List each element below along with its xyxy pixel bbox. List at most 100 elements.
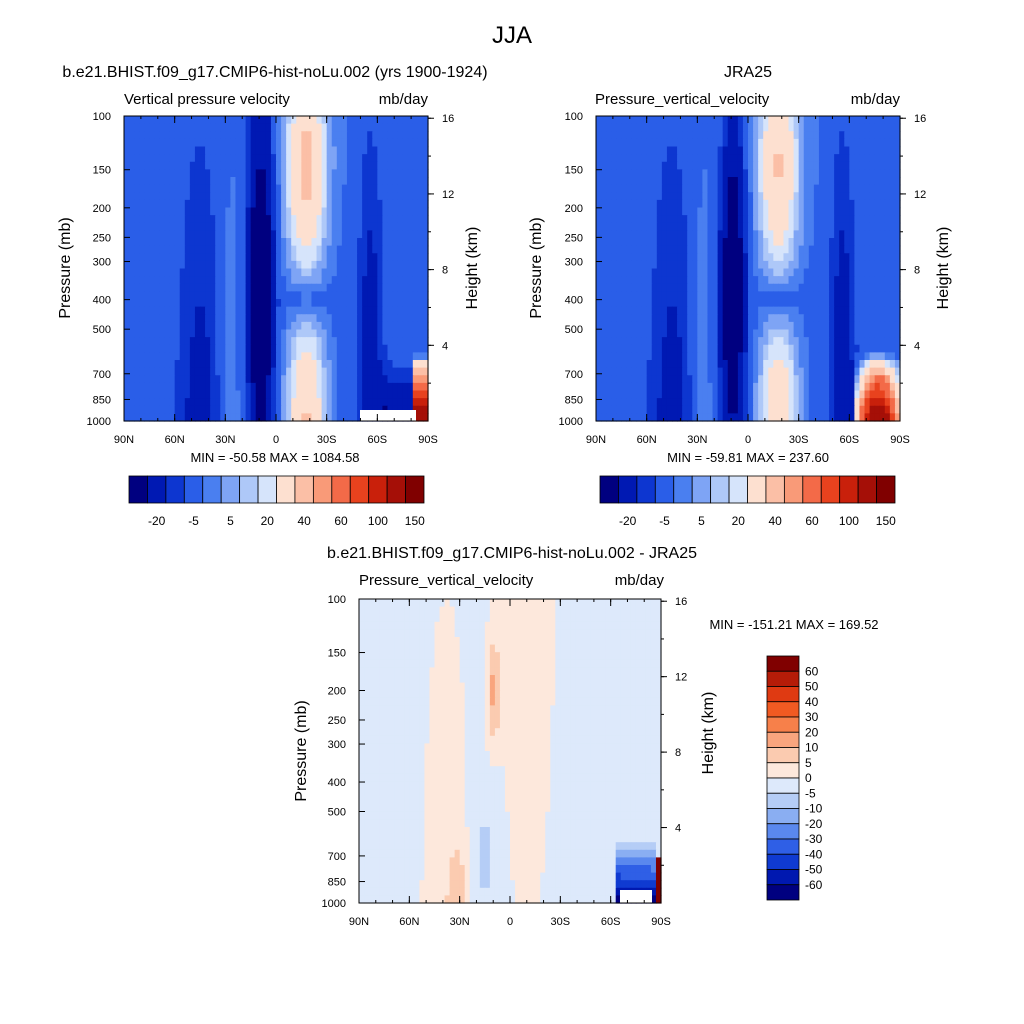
contour-cell: [139, 161, 145, 170]
contour-cell: [601, 306, 607, 315]
contour-cell: [824, 283, 830, 292]
contour-cell: [144, 306, 150, 315]
contour-cell: [763, 291, 769, 300]
y-right-tick-label: 16: [442, 113, 454, 125]
contour-cell: [702, 192, 709, 201]
contour-cell: [889, 306, 896, 315]
contour-cell: [748, 329, 754, 338]
contour-cell: [346, 123, 353, 132]
contour-cell: [859, 116, 866, 125]
contour-cell: [169, 215, 176, 224]
contour-cell: [849, 177, 855, 186]
contour-cell: [682, 215, 688, 224]
contour-cell: [210, 253, 216, 262]
contour-cell: [184, 306, 191, 315]
contour-cell: [179, 413, 186, 422]
contour-cell: [824, 169, 830, 178]
contour-cell: [834, 184, 840, 193]
contour-cell: [611, 268, 617, 277]
contour-cell: [661, 245, 668, 254]
contour-cell: [889, 177, 896, 186]
contour-cell: [382, 123, 389, 132]
contour-cell: [245, 276, 252, 285]
contour-cell: [783, 306, 790, 315]
contour-cell: [215, 215, 221, 224]
figure-title: JJA: [492, 22, 532, 49]
contour-cell: [346, 360, 353, 369]
contour-cell: [682, 291, 688, 300]
contour-cell: [301, 207, 307, 216]
contour-cell: [407, 207, 414, 216]
contour-cell: [316, 215, 323, 224]
contour-cell: [829, 268, 835, 277]
contour-cell: [174, 367, 181, 376]
contour-cell: [803, 192, 810, 201]
contour-cell: [712, 207, 719, 216]
contour-cell: [834, 291, 840, 300]
contour-cell: [844, 230, 850, 239]
contour-cell: [139, 314, 145, 323]
contour-cell: [372, 146, 378, 155]
contour-cell: [839, 192, 845, 201]
contour-cell: [240, 154, 247, 163]
contour-cell: [773, 131, 779, 140]
contour-cell: [372, 177, 378, 186]
contour-cell: [260, 161, 267, 170]
contour-cell: [687, 367, 693, 376]
contour-cell: [316, 306, 323, 315]
contour-cell: [596, 382, 602, 392]
contour-cell: [276, 138, 282, 148]
contour-cell: [631, 161, 638, 170]
contour-cell: [346, 344, 353, 353]
contour-cell: [803, 398, 810, 407]
contour-cell: [773, 375, 779, 384]
contour-cell: [773, 222, 779, 231]
contour-cell: [321, 352, 328, 361]
contour-cell: [205, 138, 211, 148]
contour-cell: [387, 192, 394, 201]
contour-cell: [656, 321, 663, 331]
contour-cell: [407, 360, 414, 369]
contour-cell: [179, 405, 186, 414]
contour-cell: [291, 146, 297, 155]
contour-cell: [813, 329, 820, 338]
contour-cell: [656, 207, 663, 216]
contour-cell: [753, 245, 759, 254]
contour-cell: [646, 291, 653, 300]
contour-cell: [139, 230, 145, 239]
contour-cell: [316, 123, 323, 132]
contour-cell: [306, 337, 313, 346]
contour-cell: [773, 123, 779, 132]
contour-cell: [255, 123, 262, 132]
contour-cell: [240, 230, 247, 239]
contour-cell: [702, 177, 709, 186]
contour-cell: [677, 215, 683, 224]
contour-cell: [134, 306, 140, 315]
contour-cell: [864, 367, 871, 376]
contour-cell: [672, 291, 678, 300]
contour-cell: [763, 375, 769, 384]
contour-cell: [422, 238, 429, 247]
contour-cell: [129, 329, 135, 338]
contour-cell: [596, 283, 602, 292]
contour-cell: [854, 238, 861, 247]
contour-cell: [601, 199, 607, 209]
contour-cell: [783, 238, 790, 247]
contour-cell: [758, 146, 764, 155]
contour-cell: [677, 138, 683, 148]
contour-cell: [651, 116, 658, 125]
contour-cell: [813, 337, 820, 346]
contour-cell: [250, 238, 257, 247]
contour-cell: [636, 329, 643, 338]
contour-cell: [702, 337, 709, 346]
contour-cell: [824, 207, 830, 216]
contour-cell: [372, 344, 378, 353]
contour-cell: [392, 299, 399, 308]
contour-cell: [788, 123, 795, 132]
contour-cell: [717, 291, 724, 300]
contour-cell: [737, 268, 744, 277]
contour-cell: [412, 238, 419, 247]
contour-cell: [210, 230, 216, 239]
contour-cell: [422, 413, 429, 422]
contour-cell: [682, 207, 688, 216]
